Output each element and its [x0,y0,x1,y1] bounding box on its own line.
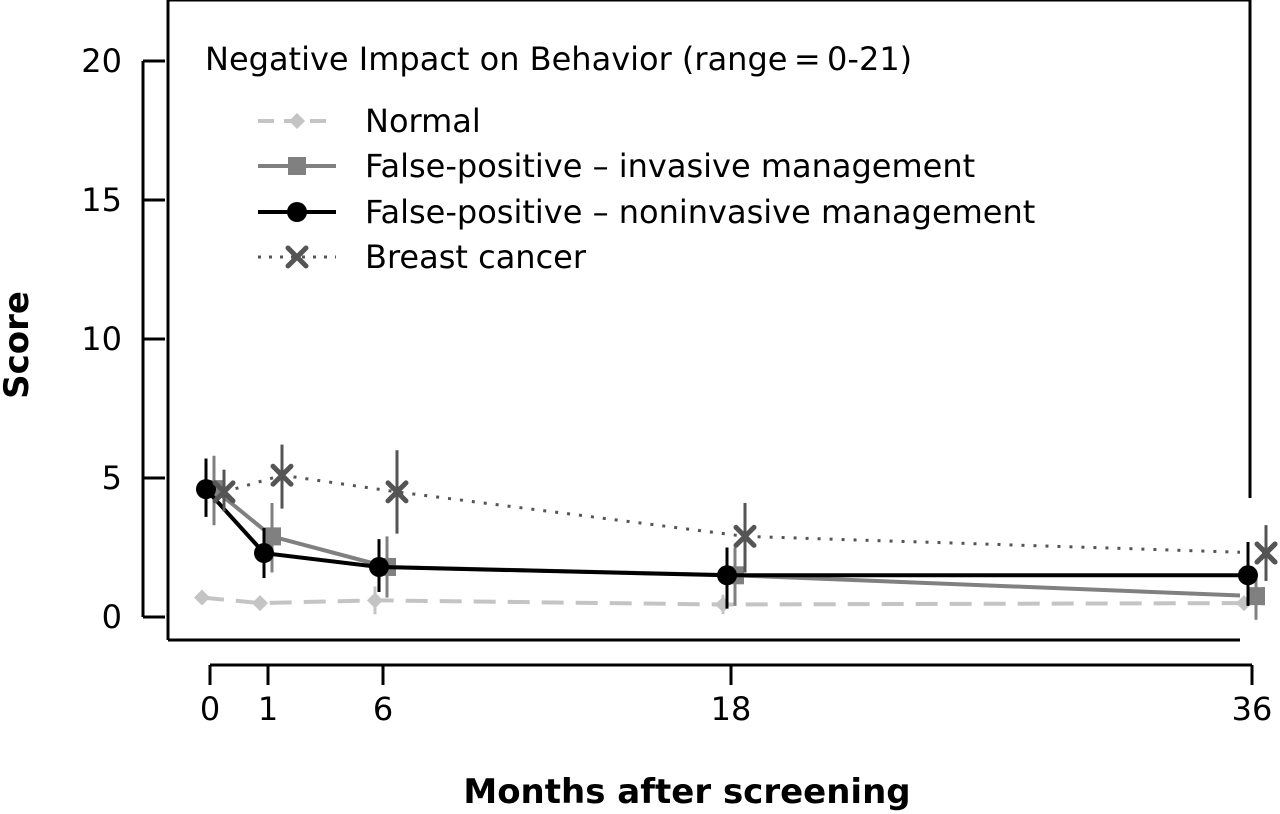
legend-marker [287,202,307,222]
legend-label: False-positive – invasive management [365,147,975,185]
data-point [254,543,274,564]
data-point [1254,541,1278,565]
x-axis-title: Months after screening [463,772,910,812]
x-tick-label: 1 [258,690,278,728]
data-point [1238,565,1258,586]
y-tick-label: 20 [81,42,122,80]
x-tick-label: 18 [711,690,752,728]
legend-marker [289,113,305,129]
plot-frame-top-right [166,0,1252,640]
series-group [205,455,1265,620]
data-point [1247,587,1265,606]
data-point [367,592,383,609]
y-axis: 0 5 10 15 20 [81,42,165,636]
legend-label: Normal [365,102,481,140]
data-point [252,595,268,612]
y-tick-label: 5 [102,459,122,497]
data-point [196,479,216,500]
legend-marker [288,157,306,175]
series-group [196,458,1258,609]
data-point [212,480,236,504]
data-point [194,589,210,606]
x-tick-label: 6 [373,690,393,728]
legend: Normal False-positive – invasive manageme… [258,102,1035,276]
series-layer [194,444,1278,620]
x-tick-label: 36 [1232,690,1273,728]
data-point [733,524,757,548]
data-point [717,565,737,586]
data-point [715,596,731,613]
y-tick-label: 0 [102,598,122,636]
legend-label: False-positive – noninvasive management [365,193,1035,231]
y-tick-label: 10 [81,320,122,358]
legend-label: Breast cancer [365,238,587,276]
y-tick-label: 15 [81,181,122,219]
data-point [270,463,294,487]
data-point [263,527,281,546]
last-point-markers [1236,525,1278,620]
x-tick-label: 0 [200,690,220,728]
legend-marker [285,245,309,269]
chart-title: Negative Impact on Behavior (range = 0-2… [205,40,912,78]
y-axis-title: Score [0,291,37,399]
x-axis: 0 1 6 18 36 [200,663,1273,728]
data-point [385,480,409,504]
data-point [369,556,389,577]
